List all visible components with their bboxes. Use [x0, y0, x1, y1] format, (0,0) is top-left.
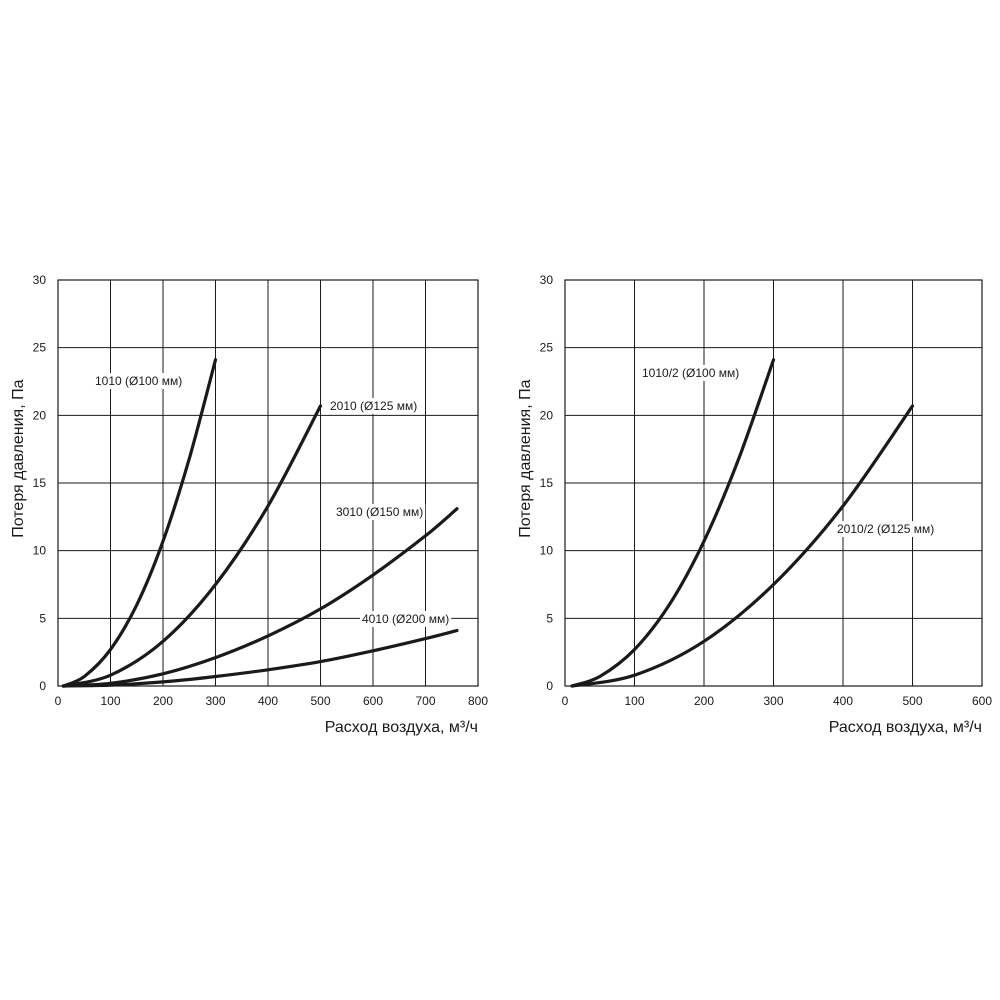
- series-label-2: 2010/2 (Ø125 мм): [837, 522, 934, 536]
- x-tick-label: 400: [258, 694, 278, 708]
- y-tick-label: 30: [33, 273, 47, 287]
- x-tick-label: 400: [833, 694, 853, 708]
- y-tick-label: 25: [540, 341, 554, 355]
- x-tick-label: 300: [205, 694, 225, 708]
- y-tick-label: 15: [33, 476, 47, 490]
- series-label-background: [93, 373, 185, 389]
- series-label-background: [835, 521, 937, 537]
- x-tick-label: 200: [694, 694, 714, 708]
- series-line-1: [570, 358, 776, 688]
- x-tick-label: 100: [100, 694, 120, 708]
- x-tick-label: 300: [763, 694, 783, 708]
- x-tick-label: 600: [972, 694, 992, 708]
- series-label-background: [334, 504, 426, 520]
- series-label-background: [360, 611, 452, 627]
- series-line-2: [570, 404, 915, 688]
- y-tick-label: 0: [39, 679, 46, 693]
- y-tick-label: 20: [33, 408, 47, 422]
- series-line-1: [61, 358, 218, 688]
- series-label-background: [328, 398, 420, 414]
- x-tick-label: 700: [415, 694, 435, 708]
- y-tick-label: 20: [540, 408, 554, 422]
- x-tick-label: 0: [562, 694, 569, 708]
- plot-frame: [564, 279, 983, 687]
- series-label-background: [640, 365, 742, 381]
- series-line-3: [61, 507, 459, 688]
- chart-2: 0 100 200 300 400 500 600 0 5 10 15 20 25 30 Расход во…: [517, 273, 992, 736]
- series-label-3: 3010 (Ø150 мм): [336, 505, 423, 519]
- chart-1: 0 100 200 300 400 500 600 700 800 0 5 10 15 20 25 30 Рас…: [10, 273, 488, 736]
- x-tick-label: 100: [624, 694, 644, 708]
- x-axis-title: Расход воздуха, м³/ч: [829, 719, 982, 736]
- y-tick-label: 10: [540, 544, 554, 558]
- series-line-2: [61, 404, 323, 688]
- y-tick-label: 5: [546, 611, 553, 625]
- y-tick-label: 25: [33, 341, 47, 355]
- x-tick-label: 500: [310, 694, 330, 708]
- plot-frame: [57, 279, 479, 687]
- x-axis-title: Расход воздуха, м³/ч: [325, 719, 478, 736]
- x-tick-label: 200: [153, 694, 173, 708]
- y-tick-label: 10: [33, 544, 47, 558]
- x-tick-label: 0: [55, 694, 62, 708]
- series-label-4: 4010 (Ø200 мм): [362, 612, 449, 626]
- y-tick-label: 15: [540, 476, 554, 490]
- series-line-4: [61, 628, 459, 688]
- x-tick-label: 600: [363, 694, 383, 708]
- y-tick-label: 0: [546, 679, 553, 693]
- x-tick-label: 800: [468, 694, 488, 708]
- x-tick-label: 500: [902, 694, 922, 708]
- series-label-2: 2010 (Ø125 мм): [330, 399, 417, 413]
- y-tick-label: 30: [540, 273, 554, 287]
- y-axis-title: Потеря давления, Па: [10, 379, 27, 537]
- series-label-1: 1010/2 (Ø100 мм): [642, 366, 739, 380]
- series-label-1: 1010 (Ø100 мм): [95, 374, 182, 388]
- y-axis-title: Потеря давления, Па: [517, 379, 534, 537]
- y-tick-label: 5: [39, 611, 46, 625]
